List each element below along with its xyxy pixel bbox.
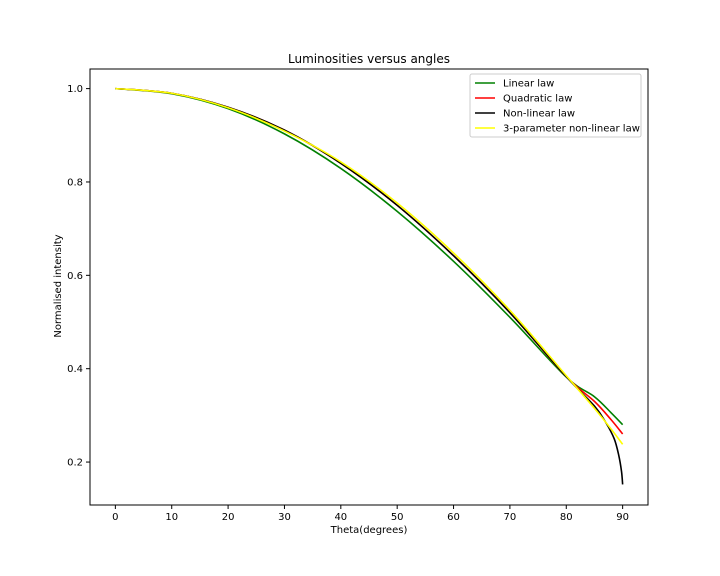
y-tick-label: 0.8 [67,177,83,188]
series-linear-law [115,87,624,426]
legend-box [469,73,642,138]
legend-label-nonlinear: Non-linear law [503,109,575,120]
plot-frame [89,68,649,506]
x-axis-label: Theta(degrees) [330,525,408,536]
y-tick-label: 0.6 [67,271,83,282]
chart-title: Luminosities versus angles [288,52,450,66]
plot-area [90,69,648,505]
y-tick-label: 1.0 [67,84,83,95]
x-tick-label: 70 [504,512,517,523]
legend-label-3param: 3-parameter non-linear law [503,124,640,135]
x-tick-label: 50 [391,512,404,523]
x-tick-label: 80 [560,512,573,523]
y-axis: 0.2 0.4 0.6 0.8 1.0 [67,84,90,469]
x-tick-label: 40 [334,512,347,523]
x-tick-label: 0 [112,512,118,523]
y-tick-label: 0.2 [67,458,83,469]
y-axis-label: Normalised intensity [53,234,64,337]
x-tick-label: 20 [222,512,235,523]
x-axis: 0 10 20 30 40 50 60 70 80 90 [112,505,629,523]
series-layer [115,87,624,485]
x-tick-label: 90 [616,512,629,523]
legend-label-quadratic: Quadratic law [503,94,572,105]
legend: Linear law Quadratic law Non-linear law … [469,73,642,138]
y-tick-label: 0.4 [67,364,83,375]
x-tick-label: 60 [447,512,460,523]
series-3-parameter-law [115,87,624,445]
legend-label-linear: Linear law [503,79,554,90]
x-tick-label: 30 [278,512,291,523]
x-tick-label: 10 [165,512,178,523]
